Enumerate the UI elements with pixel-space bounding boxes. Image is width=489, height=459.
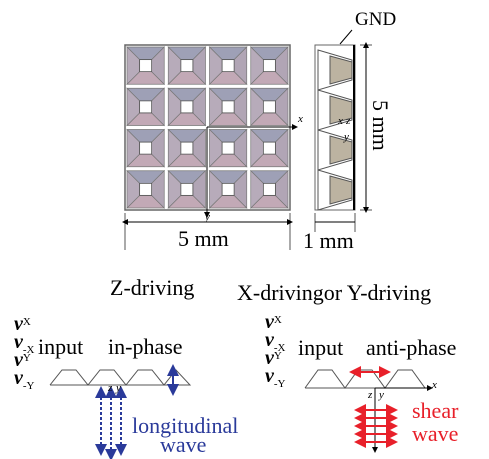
piezo [329, 175, 353, 205]
velocity-sub: X [23, 316, 31, 328]
velocity-sub: X [274, 314, 282, 326]
side-view [314, 44, 356, 211]
velocity-sub: Y [23, 352, 31, 364]
wave-arrows [354, 404, 398, 448]
hole [221, 141, 235, 155]
electrode-grid [124, 44, 298, 218]
hole [180, 141, 194, 155]
velocity-sub: -Y [274, 378, 286, 390]
piezo [317, 129, 353, 171]
velocity-label: vY [265, 347, 282, 369]
piezo [317, 89, 353, 131]
velocity-symbol: v [265, 365, 275, 387]
hole [139, 182, 153, 196]
axis-label: y [378, 389, 384, 401]
piezo [317, 169, 353, 211]
velocity-symbol: v [265, 311, 275, 333]
hole [262, 141, 276, 155]
velocity-symbol: v [14, 349, 24, 371]
axis-label: y [204, 211, 210, 223]
hole [221, 100, 235, 114]
side-label: 1 mm [303, 228, 354, 253]
hole [221, 182, 235, 196]
axis-label: y [343, 131, 349, 143]
velocity-label: v-X [14, 331, 35, 356]
velocity-sub: -X [23, 344, 35, 356]
hole [139, 59, 153, 73]
wave-label: shear [412, 398, 459, 423]
section-title: Z-driving [110, 275, 194, 300]
height-label: 5 mm [368, 100, 393, 151]
phase-label: anti-phase [366, 335, 456, 360]
axis-label: x [297, 113, 303, 125]
piezo [329, 55, 353, 85]
axis-label: y [115, 382, 121, 394]
velocity-symbol: v [265, 329, 275, 351]
section-title: X-drivingor Y-driving [237, 280, 431, 305]
input-label: input [298, 335, 343, 360]
velocity-label: vX [265, 311, 282, 333]
velocity-symbol: v [14, 313, 24, 335]
phase-label: in-phase [108, 334, 183, 359]
velocity-symbol: v [14, 367, 24, 389]
axis-label: x [431, 379, 437, 391]
velocity-sub: -X [274, 342, 286, 354]
hole [180, 182, 194, 196]
hole [221, 59, 235, 73]
axis-label: z [367, 389, 373, 401]
wave-label: longitudinal [132, 413, 238, 438]
velocity-symbol: v [265, 347, 275, 369]
piezo [329, 135, 353, 165]
piezo [329, 95, 353, 125]
wave-arrows [95, 386, 127, 459]
velocity-label: v-Y [265, 365, 286, 390]
velocity-sub: -Y [23, 380, 35, 392]
velocity-label: v-X [265, 329, 286, 354]
wave-label: wave [412, 421, 458, 446]
axis-label: z [107, 382, 113, 394]
piezo [317, 49, 353, 91]
gnd-leader [339, 29, 353, 45]
gnd-label: GND [355, 9, 396, 30]
axis-label: x [337, 115, 343, 127]
width-label: 5 mm [178, 226, 229, 251]
hole [262, 100, 276, 114]
hole [180, 59, 194, 73]
input-label: input [38, 334, 83, 359]
axis-label: z [345, 115, 351, 127]
velocity-sub: Y [274, 350, 282, 362]
hole [262, 182, 276, 196]
hole [139, 141, 153, 155]
wave-label: wave [160, 432, 206, 457]
velocity-label: vY [14, 349, 31, 371]
hole [262, 59, 276, 73]
hole [180, 100, 194, 114]
velocity-symbol: v [14, 331, 24, 353]
velocity-label: vX [14, 313, 31, 335]
velocity-label: v-Y [14, 367, 35, 392]
hole [139, 100, 153, 114]
